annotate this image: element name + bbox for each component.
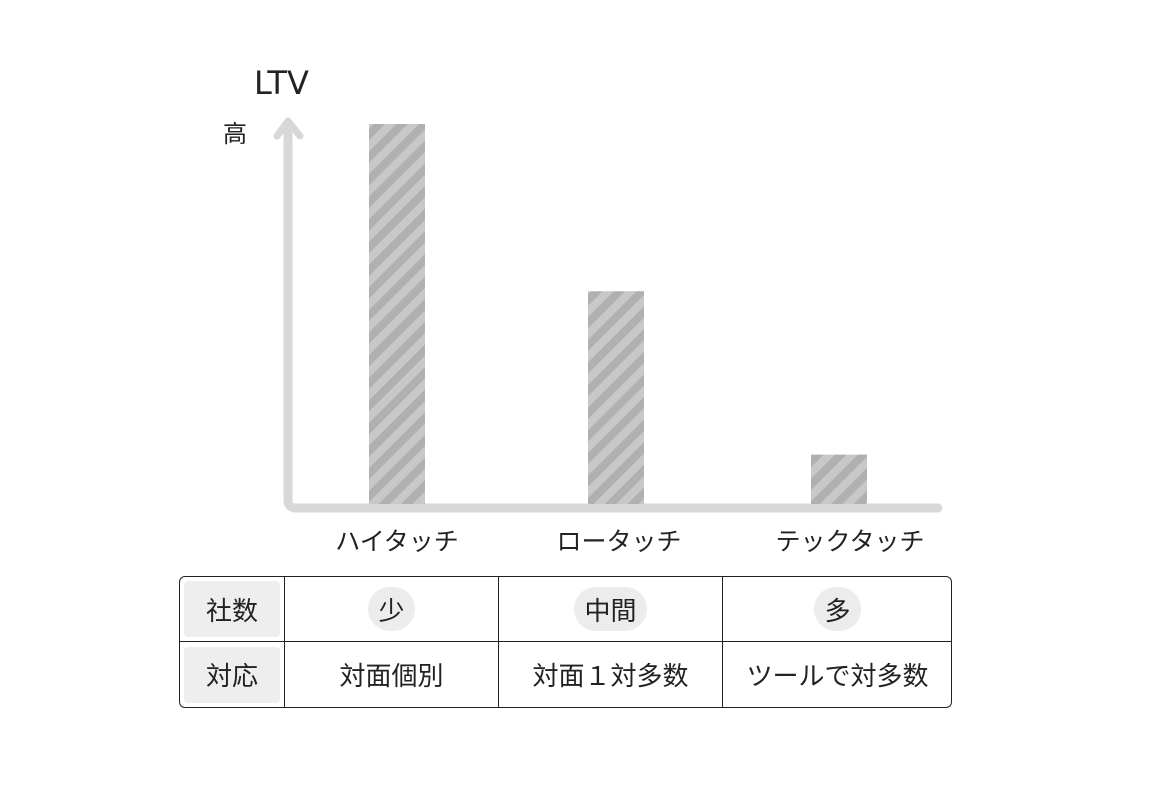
y-axis-arrow-line [283,123,943,513]
cell-label: 対面１対多数 [532,662,689,692]
cell-label: 多 [824,596,851,627]
value-pill: 多 [814,587,861,631]
table-cell: 少 [285,577,499,642]
table-cell: ツールで対多数 [723,642,952,707]
cell-label: ツールで対多数 [746,662,929,692]
comparison-table: 社数 少 中間 多 対応 対面個別 対面１対多数 ツールで対多数 [179,576,952,708]
table-cell: 多 [723,577,952,642]
row-header-label: 対応 [205,662,258,692]
y-axis-label: LTV [254,64,309,102]
row-header-box: 社数 [184,581,280,637]
bars-group [369,124,867,504]
table-row-header: 社数 [180,577,285,642]
x-tick-label: ハイタッチ [335,527,459,556]
cell-label: 対面個別 [339,662,444,692]
table-row-header: 対応 [180,642,285,707]
row-header-box: 対応 [184,646,280,703]
table-cell: 対面１対多数 [499,642,723,707]
bar-1 [369,124,425,504]
bar-2 [588,291,644,504]
value-pill: 中間 [574,587,647,631]
x-tick-labels: ハイタッチ ロータッチ テックタッチ [335,527,924,556]
cell-label: 少 [378,596,405,627]
bar-3 [811,454,867,504]
table-cell: 中間 [499,577,723,642]
y-axis-high-label: 高 [223,120,247,148]
row-header-label: 社数 [205,596,258,627]
cell-label: 中間 [584,596,637,627]
chart-axes [273,117,943,513]
ltv-bar-chart: LTV 高 ハイタッチ ロータッチ テックタッチ [223,64,943,556]
x-tick-label: テックタッチ [775,527,924,556]
x-tick-label: ロータッチ [556,527,681,556]
y-axis-arrowhead-icon [273,117,304,140]
table-cell: 対面個別 [285,642,499,707]
value-pill: 少 [368,587,415,631]
